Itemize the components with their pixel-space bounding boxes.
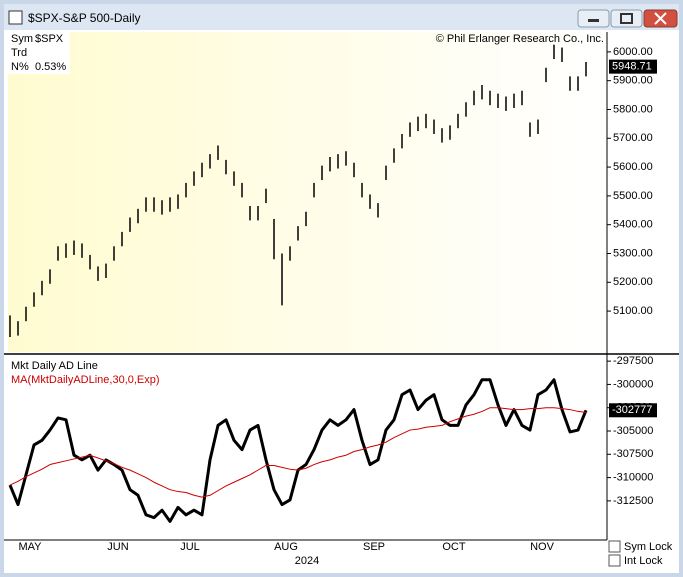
last-value-box (609, 59, 657, 74)
info-rows: Sym $SPX Trd N% 0.53% (11, 33, 66, 73)
y-tick-label: 5300.00 (613, 247, 653, 259)
maximize-button[interactable] (610, 9, 643, 28)
x-tick-label: JUL (180, 541, 200, 553)
x-axis-label: 2024 (295, 555, 319, 567)
maximize-icon (620, 13, 633, 24)
x-tick-label: JUN (107, 541, 128, 553)
y-tick-label: 5900.00 (613, 75, 653, 87)
y-tick-label: 5600.00 (613, 161, 653, 173)
checkbox[interactable] (608, 554, 621, 567)
y-tick-label: 5500.00 (613, 190, 653, 202)
y-tick-label: -312500 (613, 495, 653, 507)
last-value-label: 5948.71 (612, 61, 652, 73)
info-key: Sym (11, 33, 33, 45)
window-icon (8, 10, 23, 25)
y-tick-label: 5800.00 (613, 103, 653, 115)
last-value-box (609, 403, 657, 418)
info-value: $SPX (35, 33, 64, 45)
legend-entry: Mkt Daily AD Line (11, 360, 98, 372)
x-tick-label: MAY (18, 541, 42, 553)
legend-entry: MA(MktDailyADLine,30,0,Exp) (11, 374, 160, 386)
close-icon (654, 12, 667, 25)
checkbox[interactable] (608, 540, 621, 553)
y-tick-label: 6000.00 (613, 46, 653, 58)
y-tick-label: 5100.00 (613, 305, 653, 317)
y-tick-label: 5700.00 (613, 132, 653, 144)
title-bar (4, 4, 679, 30)
x-tick-label: AUG (274, 541, 298, 553)
y-tick-label: -307500 (613, 448, 653, 460)
x-tick-label: NOV (530, 541, 555, 553)
info-box (8, 32, 70, 74)
info-value: 0.53% (35, 61, 66, 73)
y-tick-label: -297500 (613, 355, 653, 367)
info-key: N% (11, 61, 29, 73)
y-tick-label: 5200.00 (613, 276, 653, 288)
info-key: Trd (11, 47, 27, 59)
minimize-button[interactable] (577, 9, 610, 28)
y-tick-label: -310000 (613, 471, 653, 483)
y-tick-label: -300000 (613, 378, 653, 390)
x-tick-label: SEP (363, 541, 385, 553)
checkbox-label: Int Lock (624, 555, 663, 567)
checkbox-label: Sym Lock (624, 541, 673, 553)
copyright: © Phil Erlanger Research Co., Inc. (436, 33, 604, 45)
moving-average-line (9, 407, 587, 498)
y-tick-label: -305000 (613, 425, 653, 437)
x-tick-label: OCT (442, 541, 466, 553)
window-title: $SPX-S&P 500-Daily (28, 11, 141, 25)
price-panel (8, 32, 607, 352)
minimize-icon (588, 19, 599, 22)
last-value-label: -302777 (612, 404, 652, 416)
y-tick-label: 5400.00 (613, 219, 653, 231)
